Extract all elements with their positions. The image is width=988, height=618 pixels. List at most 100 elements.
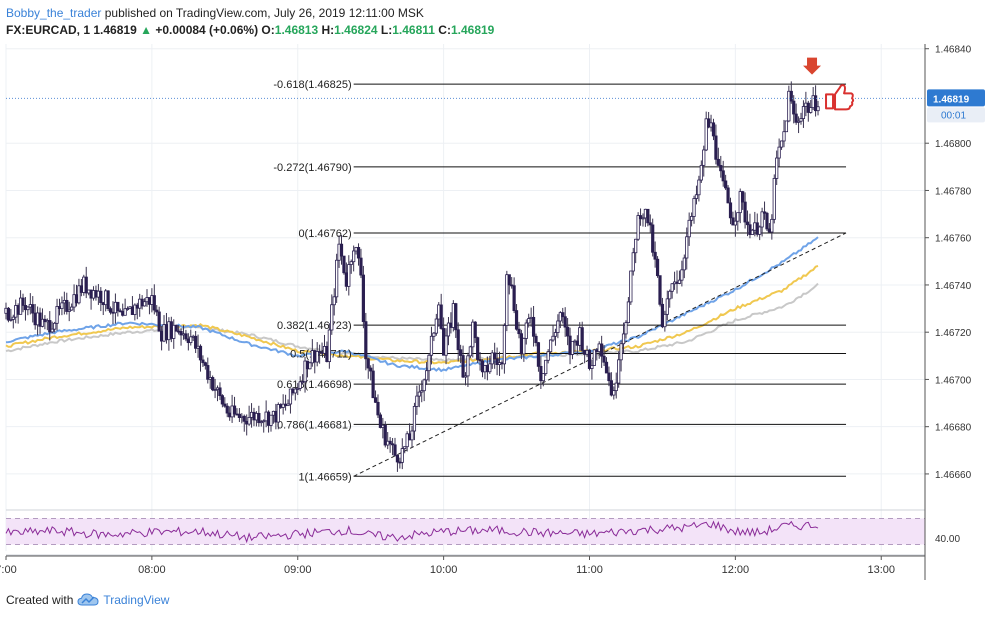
- candle-up: [9, 318, 13, 321]
- fib-level-label: 0(1.46762): [298, 228, 351, 240]
- candle-up: [466, 355, 470, 377]
- candle-up: [677, 279, 682, 284]
- rsi-band: [6, 518, 925, 545]
- candle-up: [733, 220, 737, 226]
- candle-down: [364, 321, 368, 360]
- candle-up: [570, 340, 575, 355]
- candle-down: [116, 301, 120, 312]
- ma-slow-line: [5, 282, 819, 363]
- fib-level-label: 0.786(1.46681): [277, 419, 352, 431]
- candle-down: [602, 355, 606, 363]
- candle-up: [276, 404, 280, 423]
- candle-down: [728, 202, 733, 219]
- candle-up: [624, 322, 628, 335]
- candle-down: [378, 414, 383, 428]
- candle-down: [257, 412, 261, 424]
- candle-down: [206, 365, 210, 380]
- candle-down: [741, 191, 745, 203]
- candle-up: [702, 149, 706, 166]
- fibonacci-levels: -0.618(1.46825) -0.272(1.46790) 0(1.46762)…: [273, 79, 847, 483]
- candle-up: [315, 351, 319, 363]
- candle-up: [541, 373, 545, 382]
- candle-down: [220, 395, 224, 405]
- price-tick-label: 1.46700: [935, 375, 972, 386]
- candle-up: [524, 322, 528, 339]
- candle-down: [223, 403, 227, 407]
- candle-up: [670, 283, 674, 292]
- candle-up: [349, 261, 353, 265]
- fib-level-label: -0.272(1.46790): [273, 162, 351, 174]
- candle-up: [425, 370, 429, 381]
- candle-up: [663, 313, 667, 328]
- thumbs-up-icon: [825, 84, 855, 111]
- candle-down: [373, 397, 378, 403]
- candle-down: [478, 359, 482, 362]
- candle-down: [179, 331, 183, 336]
- candle-down: [531, 316, 536, 337]
- candle-down: [658, 275, 662, 305]
- candle-up: [26, 306, 30, 311]
- candle-up: [55, 306, 59, 324]
- candle-up: [544, 359, 548, 375]
- candle-down: [211, 377, 215, 391]
- candle-down: [563, 316, 567, 328]
- symbol-line: FX:EURCAD, 1 1.46819 ▲ +0.00084 (+0.06%)…: [6, 22, 494, 38]
- candle-down: [655, 258, 660, 277]
- candle-up: [779, 140, 784, 148]
- candle-down: [359, 257, 363, 276]
- candle-up: [262, 420, 266, 423]
- fib-level-label: 1(1.46659): [298, 471, 351, 483]
- candle-up: [809, 107, 813, 113]
- time-tick-label: 13:00: [867, 564, 895, 576]
- candlestick-series: [4, 81, 820, 472]
- candle-down: [561, 312, 565, 318]
- candle-up: [463, 375, 468, 378]
- candle-down: [152, 295, 156, 311]
- candle-down: [184, 333, 188, 340]
- candle-up: [432, 332, 436, 337]
- candle-up: [468, 346, 472, 357]
- chart-grid: [5, 44, 925, 551]
- candle-up: [502, 325, 506, 365]
- candle-down: [648, 222, 652, 226]
- candle-up: [631, 252, 635, 272]
- candle-up: [546, 351, 550, 361]
- candle-down: [218, 387, 222, 397]
- candle-up: [694, 194, 699, 199]
- candle-down: [719, 165, 723, 172]
- candle-up: [553, 332, 558, 337]
- candle-up: [626, 301, 630, 324]
- candle-down: [476, 337, 480, 360]
- candle-down: [198, 345, 203, 361]
- candle-up: [330, 304, 334, 331]
- candle-up: [133, 304, 137, 315]
- candle-up: [612, 390, 616, 396]
- candle-up: [777, 146, 781, 159]
- candle-up: [629, 270, 633, 303]
- time-tick-label: 09:00: [284, 564, 312, 576]
- candle-up: [699, 164, 703, 181]
- candle-up: [592, 349, 596, 366]
- symbol-label: FX:EURCAD, 1: [6, 23, 91, 37]
- candle-up: [286, 403, 290, 407]
- tradingview-brand[interactable]: TradingView: [103, 593, 170, 607]
- candle-down: [242, 415, 246, 422]
- candle-down: [607, 372, 611, 382]
- candle-down: [84, 276, 88, 294]
- fib-level-label: 0.5(1.46711): [290, 348, 352, 360]
- candle-up: [668, 290, 672, 300]
- candle-up: [551, 335, 555, 341]
- candle-down: [48, 320, 52, 333]
- fib-level-label: -0.618(1.46825): [273, 79, 351, 91]
- candle-up: [53, 322, 57, 330]
- time-tick-label: 12:00: [722, 564, 750, 576]
- candle-up: [400, 448, 404, 463]
- candle-up: [142, 301, 147, 307]
- candle-down: [743, 201, 747, 223]
- candle-down: [794, 113, 798, 123]
- author-name[interactable]: Bobby_the_trader: [6, 6, 102, 20]
- candle-up: [269, 414, 273, 426]
- candle-up: [527, 318, 531, 324]
- candle-up: [422, 379, 426, 392]
